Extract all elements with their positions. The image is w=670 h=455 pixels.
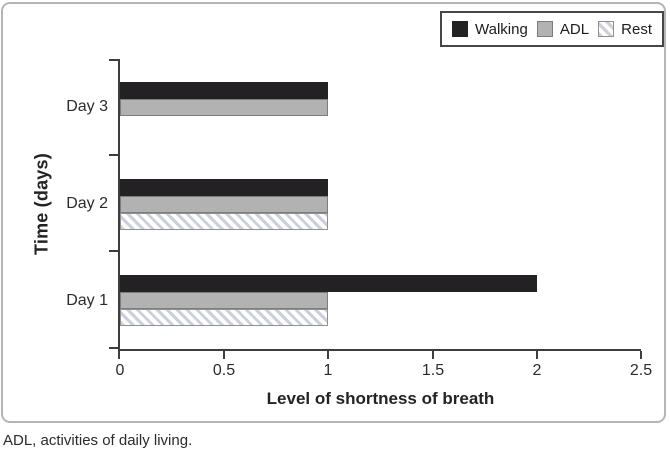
bar-adl-day-1 (120, 292, 328, 309)
y-axis-tick (109, 59, 118, 61)
x-axis-title: Level of shortness of breath (266, 389, 495, 408)
y-tick-label-day-3: Day 3 (66, 98, 108, 115)
x-axis-tick (327, 351, 329, 359)
legend-swatch-rest-icon (598, 21, 615, 37)
bar-rest-day-1 (120, 309, 328, 326)
legend-label-walking: Walking (475, 20, 528, 38)
x-tick-label-0-5: 0.5 (212, 362, 236, 379)
legend-label-adl: ADL (559, 20, 590, 38)
x-tick-label-1: 1 (323, 362, 333, 379)
x-tick-label-0: 0 (115, 362, 125, 379)
y-axis-title: Time (days) (31, 153, 52, 255)
x-tick-label-2-5: 2.5 (629, 362, 653, 379)
y-axis-tick (109, 250, 118, 252)
y-axis-tick (109, 347, 118, 349)
legend-label-rest: Rest (621, 20, 652, 38)
plot-area: 0 0.5 1 1.5 2 2.5 Day 3 Day 2 Day 1 (66, 59, 652, 379)
x-axis-tick (223, 351, 225, 359)
x-axis-tick (432, 351, 434, 359)
bar-walking-day-1 (120, 275, 537, 292)
x-tick-label-1-5: 1.5 (421, 362, 445, 379)
bar-rest-day-2 (120, 213, 328, 230)
chart-frame: Walking ADL Rest 0 0.5 1 1.5 2 2.5 Day 3 Day 2 Day… (1, 2, 666, 423)
bar-walking-day-2 (120, 179, 328, 196)
bar-adl-day-2 (120, 196, 328, 213)
x-axis-tick (640, 351, 642, 359)
figure-footnote: ADL, activities of daily living. (3, 432, 193, 449)
x-axis-tick (536, 351, 538, 359)
legend-item-adl: ADL (536, 20, 590, 38)
legend-swatch-adl-icon (536, 21, 553, 37)
bar-walking-day-3 (120, 82, 328, 99)
legend: Walking ADL Rest (440, 11, 664, 47)
x-tick-label-2: 2 (532, 362, 542, 379)
x-axis-line (118, 349, 641, 351)
bar-adl-day-3 (120, 99, 328, 116)
legend-item-rest: Rest (598, 21, 652, 38)
legend-swatch-walking-icon (452, 21, 468, 37)
legend-item-walking: Walking (452, 21, 528, 38)
x-axis-tick (118, 351, 120, 359)
y-axis-tick (109, 154, 118, 156)
y-tick-label-day-1: Day 1 (66, 292, 108, 309)
y-axis-line (118, 59, 120, 351)
y-tick-label-day-2: Day 2 (66, 195, 108, 212)
